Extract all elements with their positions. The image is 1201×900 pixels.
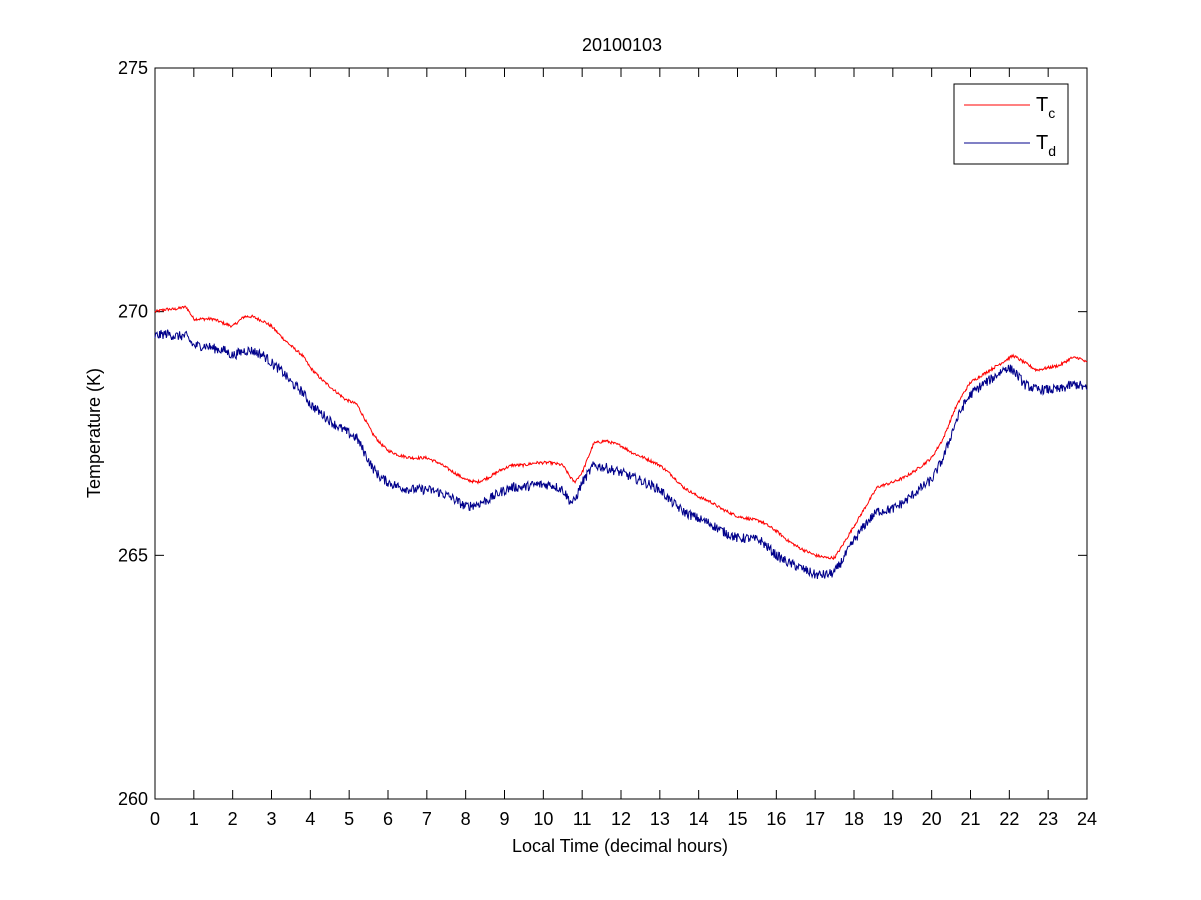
x-tick-label: 23 — [1038, 809, 1058, 829]
plot-area — [154, 67, 1088, 800]
x-tick-label: 12 — [611, 809, 631, 829]
x-tick-label: 6 — [383, 809, 393, 829]
x-tick-label: 5 — [344, 809, 354, 829]
axis-ticks — [154, 67, 1088, 800]
x-tick-label: 10 — [533, 809, 553, 829]
legend-label-td: Td — [1036, 132, 1056, 159]
x-tick-label: 4 — [305, 809, 315, 829]
series-line-tc — [154, 305, 1088, 561]
chart-title: 20100103 — [582, 35, 662, 55]
x-tick-label: 9 — [499, 809, 509, 829]
legend: Tc Td — [953, 83, 1069, 165]
x-tick-label: 17 — [805, 809, 825, 829]
y-tick-labels: 260 265 270 275 — [118, 58, 148, 809]
y-tick-label: 270 — [118, 302, 148, 322]
x-tick-label: 13 — [650, 809, 670, 829]
y-tick-label: 265 — [118, 545, 148, 565]
x-tick-label: 24 — [1077, 809, 1097, 829]
x-axis-label: Local Time (decimal hours) — [512, 836, 728, 856]
x-tick-label: 18 — [844, 809, 864, 829]
x-tick-label: 21 — [960, 809, 980, 829]
x-tick-label: 3 — [266, 809, 276, 829]
legend-label-tc: Tc — [1036, 94, 1055, 121]
x-tick-label: 8 — [461, 809, 471, 829]
x-tick-label: 11 — [573, 809, 592, 829]
legend-box — [953, 83, 1069, 165]
legend-label-tc-sub: c — [1048, 105, 1055, 121]
series-layer — [154, 305, 1088, 580]
y-tick-label: 260 — [118, 789, 148, 809]
legend-label-tc-main: T — [1036, 94, 1048, 116]
y-tick-label: 275 — [118, 58, 148, 78]
x-tick-label: 15 — [727, 809, 747, 829]
series-line-td — [154, 329, 1088, 580]
legend-label-td-sub: d — [1048, 143, 1056, 159]
x-tick-label: 1 — [189, 809, 199, 829]
x-tick-label: 16 — [766, 809, 786, 829]
x-tick-label: 19 — [883, 809, 903, 829]
x-tick-label: 20 — [922, 809, 942, 829]
x-tick-label: 22 — [999, 809, 1019, 829]
x-tick-label: 14 — [689, 809, 709, 829]
x-tick-label: 2 — [228, 809, 238, 829]
x-tick-labels: 0 1 2 3 4 5 6 7 8 9 10 11 12 13 14 15 16 17 18 19 20 21 22 23 24 — [150, 809, 1097, 829]
legend-label-td-main: T — [1036, 132, 1048, 154]
x-tick-label: 0 — [150, 809, 160, 829]
x-tick-label: 7 — [422, 809, 432, 829]
y-axis-label: Temperature (K) — [84, 368, 104, 498]
